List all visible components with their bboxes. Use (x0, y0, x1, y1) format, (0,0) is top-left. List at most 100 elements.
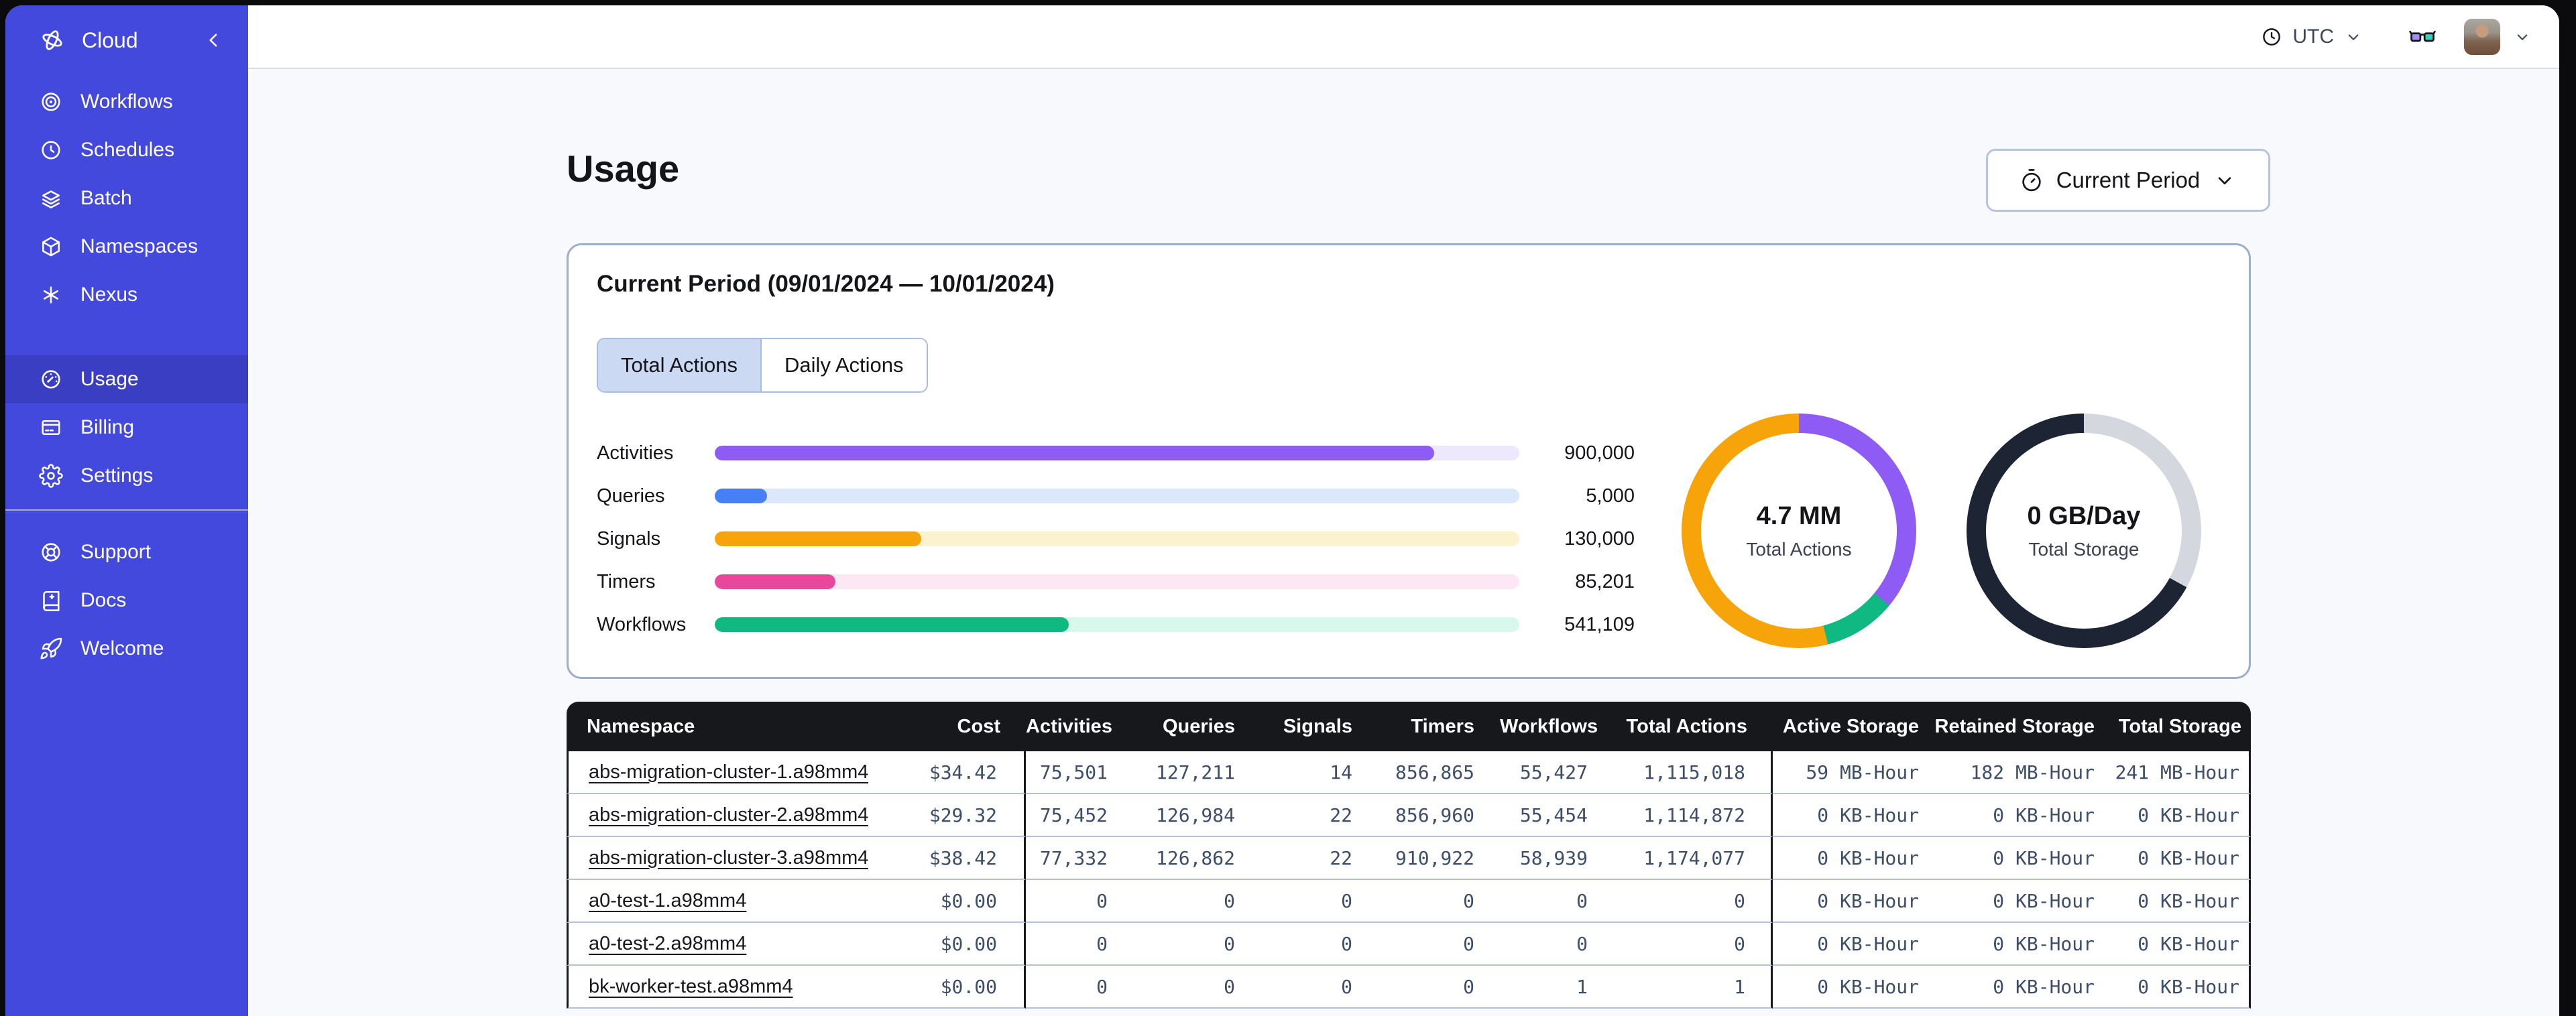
user-avatar[interactable] (2464, 18, 2500, 55)
table-cell: 0 (1261, 880, 1378, 923)
sidebar-item-label: Usage (80, 368, 139, 390)
table-cell: 0 (1500, 923, 1613, 966)
bar-value: 130,000 (1564, 527, 1635, 550)
bar-track (715, 617, 1519, 632)
chevron-down-icon (2348, 34, 2359, 40)
table-cell: $0.00 (868, 923, 1026, 966)
settings-icon (39, 464, 63, 488)
cloud-logo-icon (42, 30, 62, 50)
table-cell: 1 (1500, 966, 1613, 1009)
topbar: UTC (248, 5, 2559, 69)
table-cell: 0 KB-Hour (1928, 966, 2104, 1009)
table-cell: 75,452 (1026, 794, 1133, 837)
usage-bar-row-activities: Activities 900,000 (597, 432, 1635, 474)
tab-daily-actions[interactable]: Daily Actions (762, 339, 927, 391)
column-header-queries: Queries (1133, 702, 1261, 751)
sidebar-item-label: Workflows (80, 90, 173, 113)
column-header-workflows: Workflows (1500, 702, 1613, 751)
sidebar-collapse-button[interactable] (201, 28, 225, 52)
support-icon (42, 543, 60, 562)
sidebar-item-label: Billing (80, 416, 135, 438)
sidebar-item-billing[interactable]: Billing (5, 403, 248, 452)
namespace-link[interactable]: a0-test-2.a98mm4 (589, 932, 747, 954)
column-header-namespace: Namespace (567, 702, 868, 751)
sidebar-divider (5, 509, 248, 511)
sidebar-item-label: Schedules (80, 139, 175, 161)
sidebar-item-namespaces[interactable]: Namespaces (5, 223, 248, 271)
timezone-label: UTC (2292, 25, 2334, 48)
table-cell: $38.42 (868, 837, 1026, 880)
sidebar-item-batch[interactable]: Batch (5, 174, 248, 223)
table-cell: 1 (1613, 966, 1773, 1009)
namespace-link[interactable]: abs-migration-cluster-2.a98mm4 (589, 804, 868, 826)
table-cell: 0 KB-Hour (1928, 837, 2104, 880)
table-cell: 1,115,018 (1613, 751, 1773, 794)
table-cell: 126,862 (1133, 837, 1261, 880)
sidebar: Cloud Workflows Schedules Batch Namespaces N… (5, 5, 248, 1016)
sidebar-item-welcome[interactable]: Welcome (5, 625, 248, 673)
sidebar-item-schedules[interactable]: Schedules (5, 126, 248, 174)
period-selector-button[interactable]: Current Period (1986, 149, 2270, 212)
namespace-link[interactable]: bk-worker-test.a98mm4 (589, 975, 793, 997)
chevron-left-icon (209, 34, 217, 47)
bar-label: Signals (597, 527, 661, 550)
product-name: Cloud (82, 27, 138, 52)
table-cell: 182 MB-Hour (1928, 751, 2104, 794)
namespace-link[interactable]: a0-test-1.a98mm4 (589, 889, 747, 911)
bar-value: 85,201 (1575, 570, 1635, 592)
table-cell: 0 KB-Hour (1773, 837, 1928, 880)
sidebar-item-nexus[interactable]: Nexus (5, 271, 248, 319)
actions-tab-group: Total Actions Daily Actions (597, 338, 928, 393)
sidebar-item-settings[interactable]: Settings (5, 452, 248, 500)
bar-label: Queries (597, 485, 665, 507)
namespace-link[interactable]: abs-migration-cluster-3.a98mm4 (589, 846, 868, 869)
table-cell: 77,332 (1026, 837, 1133, 880)
sidebar-item-workflows[interactable]: Workflows (5, 78, 248, 126)
bar-fill (715, 446, 1434, 460)
usage-bar-row-queries: Queries 5,000 (597, 474, 1635, 517)
table-cell: 856,865 (1378, 751, 1500, 794)
column-header-active-storage: Active Storage (1773, 702, 1928, 751)
table-cell: 0 KB-Hour (2104, 794, 2251, 837)
tab-total-actions[interactable]: Total Actions (598, 339, 762, 391)
sidebar-item-support[interactable]: Support (5, 528, 248, 576)
namespace-cell: a0-test-1.a98mm4 (567, 880, 868, 923)
total-storage-donut: 0 GB/Day Total Storage (1967, 414, 2201, 648)
table-cell: 0 KB-Hour (2104, 880, 2251, 923)
page-title: Usage (567, 147, 680, 190)
sidebar-item-usage[interactable]: Usage (5, 355, 248, 403)
glasses-icon (2409, 30, 2436, 42)
namespaces-icon (42, 237, 60, 257)
namespace-cell: abs-migration-cluster-3.a98mm4 (567, 837, 868, 880)
sidebar-item-label: Namespaces (80, 235, 198, 257)
sidebar-nav-help: Support Docs Welcome (5, 528, 248, 673)
usage-bar-row-signals: Signals 130,000 (597, 517, 1635, 560)
account-menu-button[interactable] (2512, 27, 2532, 47)
table-row: bk-worker-test.a98mm4 $0.00 0 0 0 0 1 1 0 KB-Hou… (567, 966, 2251, 1009)
timezone-selector[interactable]: UTC (2256, 25, 2367, 49)
sidebar-item-label: Docs (80, 589, 127, 611)
bar-track (715, 489, 1519, 503)
table-cell: 0 KB-Hour (1928, 880, 2104, 923)
table-cell: 0 (1026, 880, 1133, 923)
bar-fill (715, 617, 1069, 632)
batch-icon (42, 190, 60, 208)
dev-mode-glasses-toggle[interactable] (2405, 23, 2440, 51)
sidebar-item-docs[interactable]: Docs (5, 576, 248, 625)
app-window: Cloud Workflows Schedules Batch Namespaces N… (5, 5, 2559, 1016)
bar-value: 5,000 (1586, 485, 1635, 507)
bar-value: 541,109 (1564, 613, 1635, 635)
table-cell: 0 (1613, 923, 1773, 966)
table-cell: 910,922 (1378, 837, 1500, 880)
schedules-icon (42, 141, 60, 160)
namespace-link[interactable]: abs-migration-cluster-1.a98mm4 (589, 761, 868, 783)
table-row: abs-migration-cluster-2.a98mm4 $29.32 75,4… (567, 794, 2251, 837)
table-cell: 0 (1133, 880, 1261, 923)
table-cell: 1,174,077 (1613, 837, 1773, 880)
table-cell: 0 (1613, 880, 1773, 923)
table-cell: 0 (1500, 880, 1613, 923)
sidebar-item-label: Support (80, 541, 152, 563)
table-cell: $34.42 (868, 751, 1026, 794)
table-cell: $0.00 (868, 880, 1026, 923)
table-cell: 59 MB-Hour (1773, 751, 1928, 794)
